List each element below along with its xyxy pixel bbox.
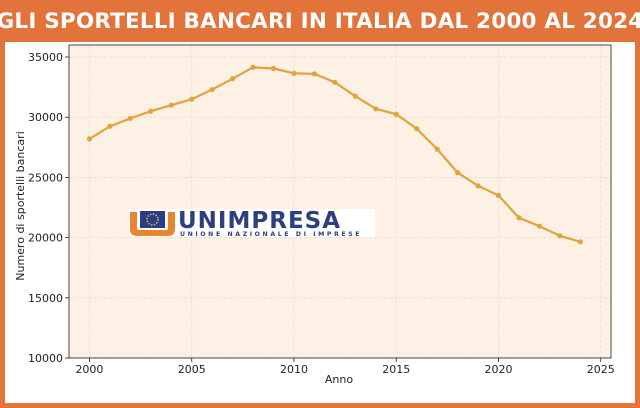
data-point <box>332 79 338 85</box>
data-point <box>230 76 236 82</box>
x-tick-label: 2005 <box>178 363 206 376</box>
y-tick-label: 35000 <box>28 51 63 64</box>
data-point <box>86 136 93 142</box>
data-point <box>189 96 195 102</box>
chart-title: GLI SPORTELLI BANCARI IN ITALIA DAL 2000… <box>0 8 640 34</box>
data-point <box>291 70 297 76</box>
data-point <box>107 123 113 129</box>
title-banner: GLI SPORTELLI BANCARI IN ITALIA DAL 2000… <box>0 0 640 42</box>
data-point <box>475 183 481 189</box>
unimpresa-logo: UNIMPRESA UNIONE NAZIONALE DI IMPRESE <box>129 208 375 238</box>
data-point <box>352 93 358 99</box>
y-tick-label: 10000 <box>28 352 63 365</box>
x-tick-label: 2010 <box>280 363 308 376</box>
eu-flag-icon <box>140 211 165 228</box>
data-point <box>577 239 583 245</box>
data-point <box>311 71 318 77</box>
data-point <box>516 215 522 221</box>
y-axis-label: Numero di sportelli bancari <box>14 131 27 281</box>
data-point <box>168 102 174 108</box>
data-point <box>495 192 502 199</box>
logo-u-shape <box>130 212 175 236</box>
x-tick-label: 2000 <box>75 363 103 376</box>
y-tick-label: 30000 <box>28 111 63 124</box>
data-points <box>86 64 583 245</box>
data-point <box>373 106 379 112</box>
x-tick-label: 2025 <box>587 363 615 376</box>
data-point <box>414 126 420 132</box>
x-axis-label: Anno <box>325 373 353 386</box>
eu-stars-icon <box>146 213 159 226</box>
logo-subtitle: UNIONE NAZIONALE DI IMPRESE <box>180 231 362 238</box>
y-tick-labels: 10000 15000 20000 25000 30000 35000 <box>28 51 63 365</box>
data-point <box>209 86 215 93</box>
axes <box>65 44 612 362</box>
y-tick-label: 25000 <box>28 171 63 184</box>
x-tick-label: 2015 <box>382 363 410 376</box>
data-point <box>270 65 277 72</box>
data-point <box>393 111 399 117</box>
plot-border <box>68 44 612 359</box>
data-point <box>434 146 440 152</box>
x-tick-labels: 2000 2005 2010 2015 2020 2025 <box>75 363 614 376</box>
plot-area <box>69 45 611 358</box>
data-point <box>148 108 154 114</box>
x-tick-label: 2020 <box>485 363 513 376</box>
data-point <box>250 64 256 70</box>
data-point <box>536 223 543 229</box>
data-point <box>557 233 563 239</box>
data-point <box>455 170 461 176</box>
y-tick-label: 15000 <box>28 292 63 305</box>
logo-wordmark: UNIMPRESA <box>178 208 341 234</box>
data-point <box>127 115 133 122</box>
y-tick-label: 20000 <box>28 232 63 245</box>
